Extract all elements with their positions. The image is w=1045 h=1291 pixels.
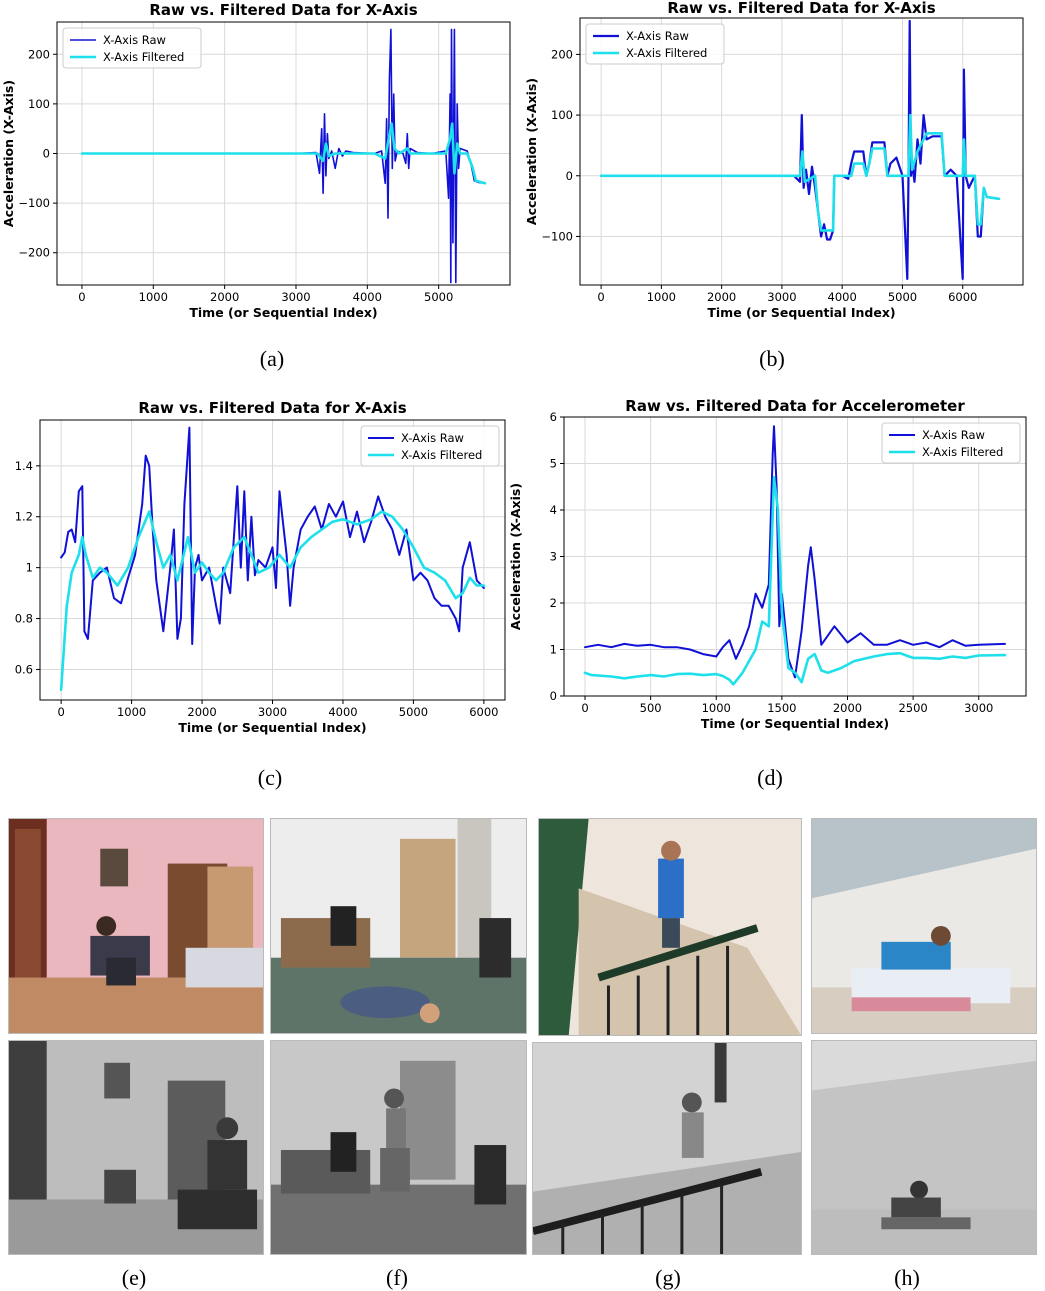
chart-title: Raw vs. Filtered Data for X-Axis — [149, 1, 417, 19]
x-tick-label: 0 — [597, 290, 604, 304]
y-tick-label: 1 — [550, 643, 557, 657]
x-tick-label: 1000 — [702, 701, 731, 715]
sublabel-h: (h) — [894, 1265, 920, 1290]
x-tick-label: 2000 — [707, 290, 736, 304]
sublabel-d: (d) — [757, 765, 783, 790]
x-tick-label: 4000 — [353, 290, 382, 304]
x-tick-label: 6000 — [469, 705, 498, 719]
photo-g-color — [538, 818, 802, 1036]
x-axis-label: Time (or Sequential Index) — [707, 305, 895, 320]
chart-title: Raw vs. Filtered Data for X-Axis — [667, 0, 935, 17]
sublabel-b: (b) — [759, 346, 785, 371]
legend-label: X-Axis Raw — [401, 431, 464, 445]
y-axis-label: Acceleration (X-Axis) — [524, 78, 539, 225]
y-tick-label: 3 — [550, 550, 557, 564]
chart-b: 0 1000 2000 3000 4000 5000 6000 −100 0 100 200 Raw … — [520, 0, 1045, 320]
x-tick-label: 2000 — [833, 701, 862, 715]
sublabel-g: (g) — [655, 1265, 681, 1290]
x-tick-label: 0 — [78, 290, 85, 304]
y-axis-label: Acceleration (X-Axis) — [1, 80, 16, 227]
x-tick-label: 3000 — [258, 705, 287, 719]
photo-h-gray — [811, 1040, 1037, 1255]
legend-label: X-Axis Filtered — [103, 50, 184, 64]
chart-d: 0 500 1000 1500 2000 2500 3000 0 1 2 3 4 5 6 Raw vs. F… — [508, 392, 1045, 737]
x-tick-label: 2000 — [210, 290, 239, 304]
y-tick-label: 1.2 — [15, 510, 33, 524]
series-line-raw — [584, 425, 1006, 679]
photo-e-color — [8, 818, 264, 1034]
x-tick-label: 3000 — [964, 701, 993, 715]
chart-title: Raw vs. Filtered Data for Accelerometer — [625, 397, 965, 415]
x-tick-label: 1000 — [647, 290, 676, 304]
y-tick-label: 0.8 — [15, 612, 33, 626]
legend-label: X-Axis Raw — [922, 428, 985, 442]
x-axis-label: Time (or Sequential Index) — [701, 716, 889, 731]
y-tick-label: 200 — [551, 47, 573, 61]
photo-h-color — [811, 818, 1037, 1034]
legend-box — [585, 23, 725, 65]
series-line-filtered — [583, 476, 1007, 686]
y-tick-label: 100 — [551, 108, 573, 122]
x-tick-label: 3000 — [767, 290, 796, 304]
plot-frame — [579, 17, 1024, 286]
y-tick-label: 0 — [550, 689, 557, 703]
x-tick-label: 1500 — [767, 701, 796, 715]
y-tick-label: 0 — [566, 169, 573, 183]
photo-f-gray — [270, 1040, 527, 1255]
y-tick-label: 0.6 — [15, 662, 33, 676]
legend-label: X-Axis Raw — [103, 33, 166, 47]
x-tick-label: 1000 — [117, 705, 146, 719]
y-tick-label: −200 — [18, 246, 50, 260]
y-tick-label: −100 — [18, 196, 50, 210]
y-tick-label: −100 — [541, 229, 573, 243]
chart-c: 0 1000 2000 3000 4000 5000 6000 0.6 0.8 1 1.2 1.4 Ra… — [0, 392, 520, 737]
legend-label: X-Axis Filtered — [922, 445, 1003, 459]
y-tick-label: 100 — [28, 97, 50, 111]
y-tick-label: 4 — [550, 503, 557, 517]
x-axis-label: Time (or Sequential Index) — [178, 720, 366, 735]
y-tick-label: 6 — [550, 410, 557, 424]
series-line-raw — [60, 426, 485, 645]
photo-g-gray — [532, 1042, 802, 1255]
photo-e-gray — [8, 1040, 264, 1255]
x-tick-label: 0 — [57, 705, 64, 719]
x-tick-label: 5000 — [424, 290, 453, 304]
y-tick-label: 2 — [550, 596, 557, 610]
series-line-raw — [81, 28, 486, 284]
legend-box — [360, 425, 500, 467]
sublabel-c: (c) — [257, 765, 283, 790]
x-tick-label: 2000 — [187, 705, 216, 719]
x-tick-label: 5000 — [888, 290, 917, 304]
y-tick-label: 200 — [28, 47, 50, 61]
x-tick-label: 6000 — [948, 290, 977, 304]
legend-label: X-Axis Filtered — [401, 448, 482, 462]
x-tick-label: 2500 — [898, 701, 927, 715]
series-line-filtered — [599, 113, 1001, 232]
x-tick-label: 4000 — [328, 705, 357, 719]
legend-label: X-Axis Filtered — [626, 46, 707, 60]
legend-box — [62, 27, 202, 69]
x-tick-label: 500 — [640, 701, 662, 715]
y-tick-label: 1.4 — [15, 459, 33, 473]
x-tick-label: 3000 — [281, 290, 310, 304]
chart-title: Raw vs. Filtered Data for X-Axis — [138, 399, 406, 417]
x-axis-label: Time (or Sequential Index) — [189, 305, 377, 320]
y-tick-label: 1 — [26, 561, 33, 575]
sublabel-e: (e) — [121, 1265, 147, 1290]
x-tick-label: 5000 — [399, 705, 428, 719]
x-tick-label: 0 — [581, 701, 588, 715]
series-line-filtered — [59, 510, 486, 692]
legend-label: X-Axis Raw — [626, 29, 689, 43]
y-tick-label: 5 — [550, 457, 557, 471]
sublabel-f: (f) — [386, 1265, 408, 1290]
x-tick-label: 1000 — [139, 290, 168, 304]
sublabel-a: (a) — [259, 346, 285, 371]
y-tick-label: 0 — [43, 147, 50, 161]
chart-a: 0 1000 2000 3000 4000 5000 −200 −100 0 100 200 Raw … — [0, 0, 520, 320]
photo-f-color — [270, 818, 527, 1034]
y-axis-label: Acceleration (X-Axis) — [508, 483, 523, 630]
x-tick-label: 4000 — [828, 290, 857, 304]
legend-box — [881, 422, 1021, 464]
series-line-filtered — [80, 122, 487, 185]
